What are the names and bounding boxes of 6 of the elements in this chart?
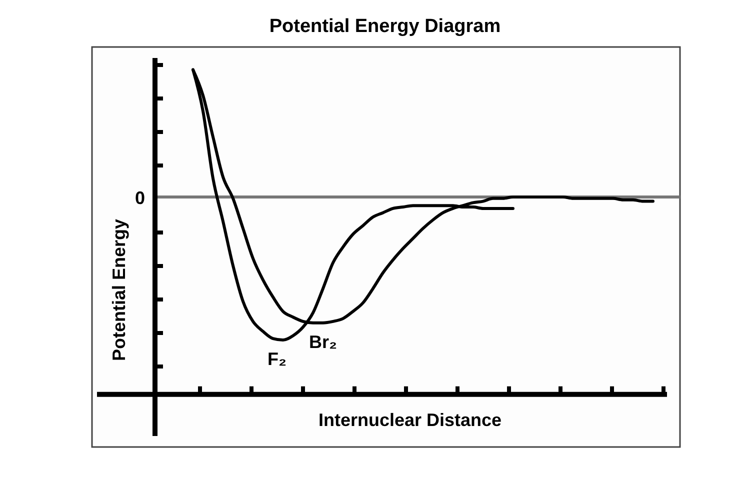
ref-line-label: 0 (134, 188, 145, 208)
series-label: Br₂ (308, 332, 338, 352)
series-label: F₂ (268, 349, 286, 369)
chart-title: Potential Energy Diagram (269, 16, 501, 37)
y-axis-title: Potential Energy (109, 218, 129, 362)
x-axis-title: Internuclear Distance (318, 410, 502, 430)
